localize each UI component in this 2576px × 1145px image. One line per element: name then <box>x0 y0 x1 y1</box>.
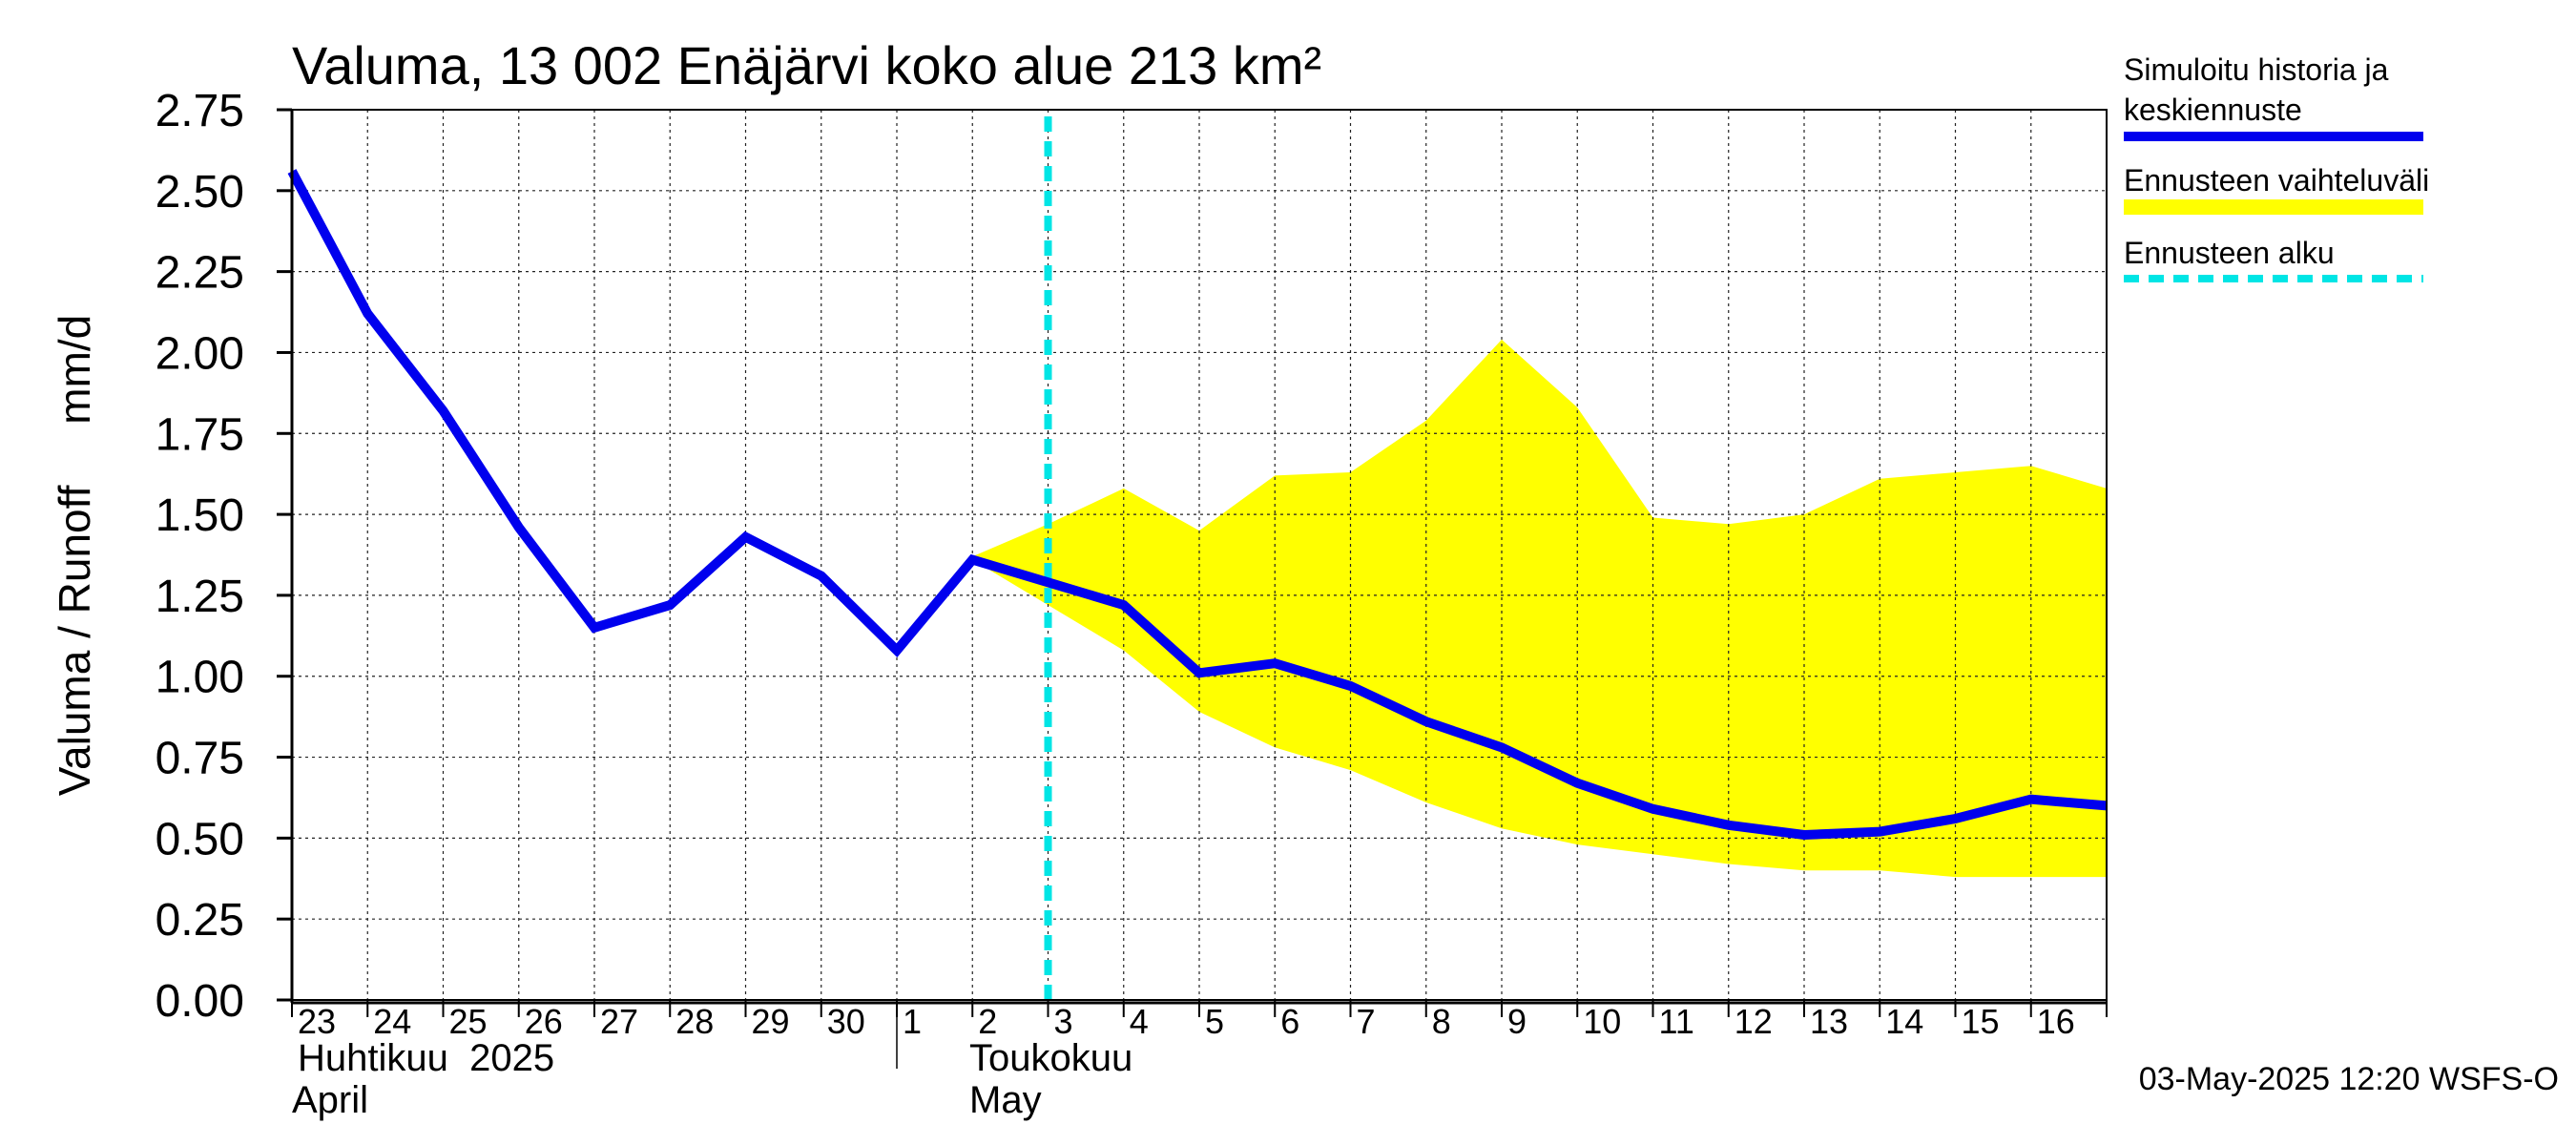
x-tick-label: 13 <box>1810 1002 1848 1041</box>
y-tick-label: 1.25 <box>156 572 244 622</box>
legend-label-forecast-start: Ennusteen alku <box>2124 236 2335 270</box>
y-tick-label: 2.25 <box>156 248 244 299</box>
x-tick-label: 23 <box>298 1002 336 1041</box>
x-tick-label: 26 <box>525 1002 563 1041</box>
y-tick-label: 1.00 <box>156 653 244 703</box>
x-tick-label: 6 <box>1280 1002 1299 1041</box>
x-tick-label: 24 <box>373 1002 411 1041</box>
y-tick-label: 0.75 <box>156 734 244 784</box>
x-tick-label: 5 <box>1205 1002 1224 1041</box>
x-tick-label: 9 <box>1507 1002 1527 1041</box>
legend-label-series-line1: Simuloitu historia ja <box>2124 52 2389 87</box>
x-tick-label: 12 <box>1735 1002 1773 1041</box>
legend-label-band: Ennusteen vaihteluväli <box>2124 163 2429 198</box>
y-tick-label: 1.75 <box>156 409 244 460</box>
forecast-range-band <box>972 339 2107 878</box>
month-label-april-en: April <box>292 1079 368 1121</box>
y-tick-label: 1.50 <box>156 490 244 541</box>
x-tick-label: 15 <box>1962 1002 2000 1041</box>
x-tick-label: 14 <box>1885 1002 1923 1041</box>
x-tick-label: 10 <box>1583 1002 1621 1041</box>
y-tick-label: 2.50 <box>156 167 244 218</box>
legend: Simuloitu historia ja keskiennuste Ennus… <box>2124 52 2429 282</box>
x-tick-label: 27 <box>600 1002 638 1041</box>
chart-title: Valuma, 13 002 Enäjärvi koko alue 213 km… <box>292 35 1321 95</box>
x-tick-label: 7 <box>1357 1002 1376 1041</box>
x-tick-label: 29 <box>752 1002 790 1041</box>
series-line-simulated <box>287 169 2108 841</box>
y-tick-label: 0.00 <box>156 976 244 1027</box>
footer-timestamp: 03-May-2025 12:20 WSFS-O <box>2139 1061 2559 1097</box>
month-label-may-en: May <box>969 1079 1042 1121</box>
month-label-april-fi: Huhtikuu 2025 <box>298 1037 554 1079</box>
x-tick-label: 3 <box>1054 1002 1073 1041</box>
y-tick-label: 2.75 <box>156 86 244 136</box>
month-label-may-fi: Toukokuu <box>969 1037 1132 1079</box>
x-tick-label: 28 <box>675 1002 714 1041</box>
x-tick-label: 4 <box>1130 1002 1149 1041</box>
x-tick-label: 16 <box>2037 1002 2075 1041</box>
x-tick-label: 30 <box>827 1002 865 1041</box>
x-tick-label: 8 <box>1432 1002 1451 1041</box>
y-tick-label: 2.00 <box>156 328 244 379</box>
x-tick-label: 25 <box>449 1002 488 1041</box>
y-tick-label: 0.50 <box>156 814 244 864</box>
x-tick-label: 11 <box>1659 1002 1694 1041</box>
legend-label-series-line2: keskiennuste <box>2124 93 2302 127</box>
x-tick-label: 1 <box>903 1002 922 1041</box>
y-tick-label: 0.25 <box>156 895 244 946</box>
x-tick-label: 2 <box>978 1002 997 1041</box>
y-axis-label: Valuma / Runoff mm/d <box>50 315 99 797</box>
